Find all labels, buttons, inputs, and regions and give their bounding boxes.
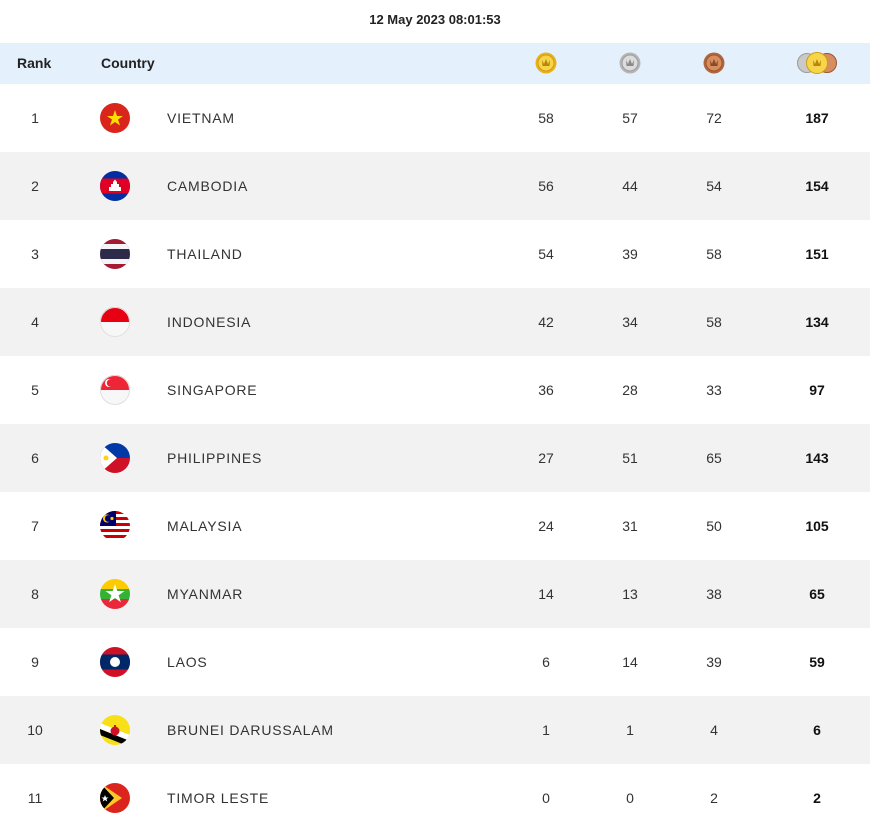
country-name[interactable]: VIETNAM — [167, 110, 235, 126]
country-name[interactable]: MALAYSIA — [167, 518, 243, 534]
cambodia-flag-icon — [100, 171, 130, 201]
country-name[interactable]: THAILAND — [167, 246, 243, 262]
table-header: Rank Country — [0, 43, 870, 84]
indonesia-flag-icon — [100, 307, 130, 337]
thailand-flag-icon — [100, 239, 130, 269]
total-count: 151 — [805, 246, 829, 262]
medal-table-body: 1 VIETNAM 58 57 72 187 2 CAMBODIA 56 44 … — [0, 84, 870, 832]
bronze-count: 39 — [706, 654, 722, 670]
table-row[interactable]: 10 BRUNEI DARUSSALAM 1 1 4 6 — [0, 696, 870, 764]
bronze-count: 58 — [706, 246, 722, 262]
table-row[interactable]: 5 SINGAPORE 36 28 33 97 — [0, 356, 870, 424]
table-row[interactable]: 1 VIETNAM 58 57 72 187 — [0, 84, 870, 152]
total-count: 97 — [809, 382, 825, 398]
rank-column-header[interactable]: Rank — [17, 55, 52, 71]
singapore-flag-icon — [100, 375, 130, 405]
rank-cell: 7 — [31, 518, 39, 534]
malaysia-flag-icon — [100, 511, 130, 541]
laos-flag-icon — [100, 647, 130, 677]
vietnam-flag-icon — [100, 103, 130, 133]
total-count: 65 — [809, 586, 825, 602]
silver-count: 28 — [622, 382, 638, 398]
total-medals-icon[interactable] — [796, 52, 838, 74]
table-row[interactable]: 6 PHILIPPINES 27 51 65 143 — [0, 424, 870, 492]
gold-count: 0 — [542, 790, 550, 806]
rank-cell: 2 — [31, 178, 39, 194]
gold-count: 27 — [538, 450, 554, 466]
total-count: 134 — [805, 314, 829, 330]
silver-count: 31 — [622, 518, 638, 534]
bronze-count: 4 — [710, 722, 718, 738]
table-row[interactable]: 3 THAILAND 54 39 58 151 — [0, 220, 870, 288]
country-name[interactable]: CAMBODIA — [167, 178, 249, 194]
gold-count: 1 — [542, 722, 550, 738]
gold-count: 54 — [538, 246, 554, 262]
country-name[interactable]: LAOS — [167, 654, 208, 670]
silver-medal-icon[interactable] — [619, 52, 641, 74]
rank-cell: 11 — [27, 790, 43, 806]
silver-count: 1 — [626, 722, 634, 738]
table-row[interactable]: 11 TIMOR LESTE 0 0 2 2 — [0, 764, 870, 832]
country-name[interactable]: BRUNEI DARUSSALAM — [167, 722, 334, 738]
country-name[interactable]: MYANMAR — [167, 586, 244, 602]
myanmar-flag-icon — [100, 579, 130, 609]
brunei-flag-icon — [100, 715, 130, 745]
gold-medal-icon[interactable] — [535, 52, 557, 74]
silver-count: 0 — [626, 790, 634, 806]
country-name[interactable]: TIMOR LESTE — [167, 790, 270, 806]
total-count: 187 — [805, 110, 829, 126]
total-count: 2 — [813, 790, 821, 806]
rank-cell: 6 — [31, 450, 39, 466]
bronze-count: 72 — [706, 110, 722, 126]
gold-count: 56 — [538, 178, 554, 194]
bronze-count: 2 — [710, 790, 718, 806]
gold-count: 24 — [538, 518, 554, 534]
total-count: 59 — [809, 654, 825, 670]
timestamp: 12 May 2023 08:01:53 — [369, 12, 501, 27]
rank-cell: 3 — [31, 246, 39, 262]
gold-count: 6 — [542, 654, 550, 670]
rank-cell: 9 — [31, 654, 39, 670]
country-name[interactable]: PHILIPPINES — [167, 450, 263, 466]
table-row[interactable]: 9 LAOS 6 14 39 59 — [0, 628, 870, 696]
bronze-medal-icon[interactable] — [703, 52, 725, 74]
rank-cell: 1 — [31, 110, 39, 126]
country-name[interactable]: SINGAPORE — [167, 382, 258, 398]
table-row[interactable]: 8 MYANMAR 14 13 38 65 — [0, 560, 870, 628]
total-count: 105 — [805, 518, 829, 534]
silver-count: 14 — [622, 654, 638, 670]
bronze-count: 58 — [706, 314, 722, 330]
table-row[interactable]: 2 CAMBODIA 56 44 54 154 — [0, 152, 870, 220]
rank-cell: 4 — [31, 314, 39, 330]
gold-count: 42 — [538, 314, 554, 330]
country-column-header[interactable]: Country — [101, 55, 155, 71]
country-name[interactable]: INDONESIA — [167, 314, 252, 330]
table-row[interactable]: 4 INDONESIA 42 34 58 134 — [0, 288, 870, 356]
silver-count: 13 — [622, 586, 638, 602]
bronze-count: 50 — [706, 518, 722, 534]
bronze-count: 38 — [706, 586, 722, 602]
rank-cell: 5 — [31, 382, 39, 398]
table-row[interactable]: 7 MALAYSIA 24 31 50 105 — [0, 492, 870, 560]
gold-count: 14 — [538, 586, 554, 602]
rank-cell: 10 — [27, 722, 43, 738]
gold-count: 36 — [538, 382, 554, 398]
timor-leste-flag-icon — [100, 783, 130, 813]
silver-count: 34 — [622, 314, 638, 330]
gold-count: 58 — [538, 110, 554, 126]
silver-count: 44 — [622, 178, 638, 194]
bronze-count: 33 — [706, 382, 722, 398]
philippines-flag-icon — [100, 443, 130, 473]
bronze-count: 54 — [706, 178, 722, 194]
silver-count: 51 — [622, 450, 638, 466]
total-count: 143 — [805, 450, 829, 466]
silver-count: 39 — [622, 246, 638, 262]
bronze-count: 65 — [706, 450, 722, 466]
silver-count: 57 — [622, 110, 638, 126]
rank-cell: 8 — [31, 586, 39, 602]
total-count: 6 — [813, 722, 821, 738]
total-count: 154 — [805, 178, 829, 194]
